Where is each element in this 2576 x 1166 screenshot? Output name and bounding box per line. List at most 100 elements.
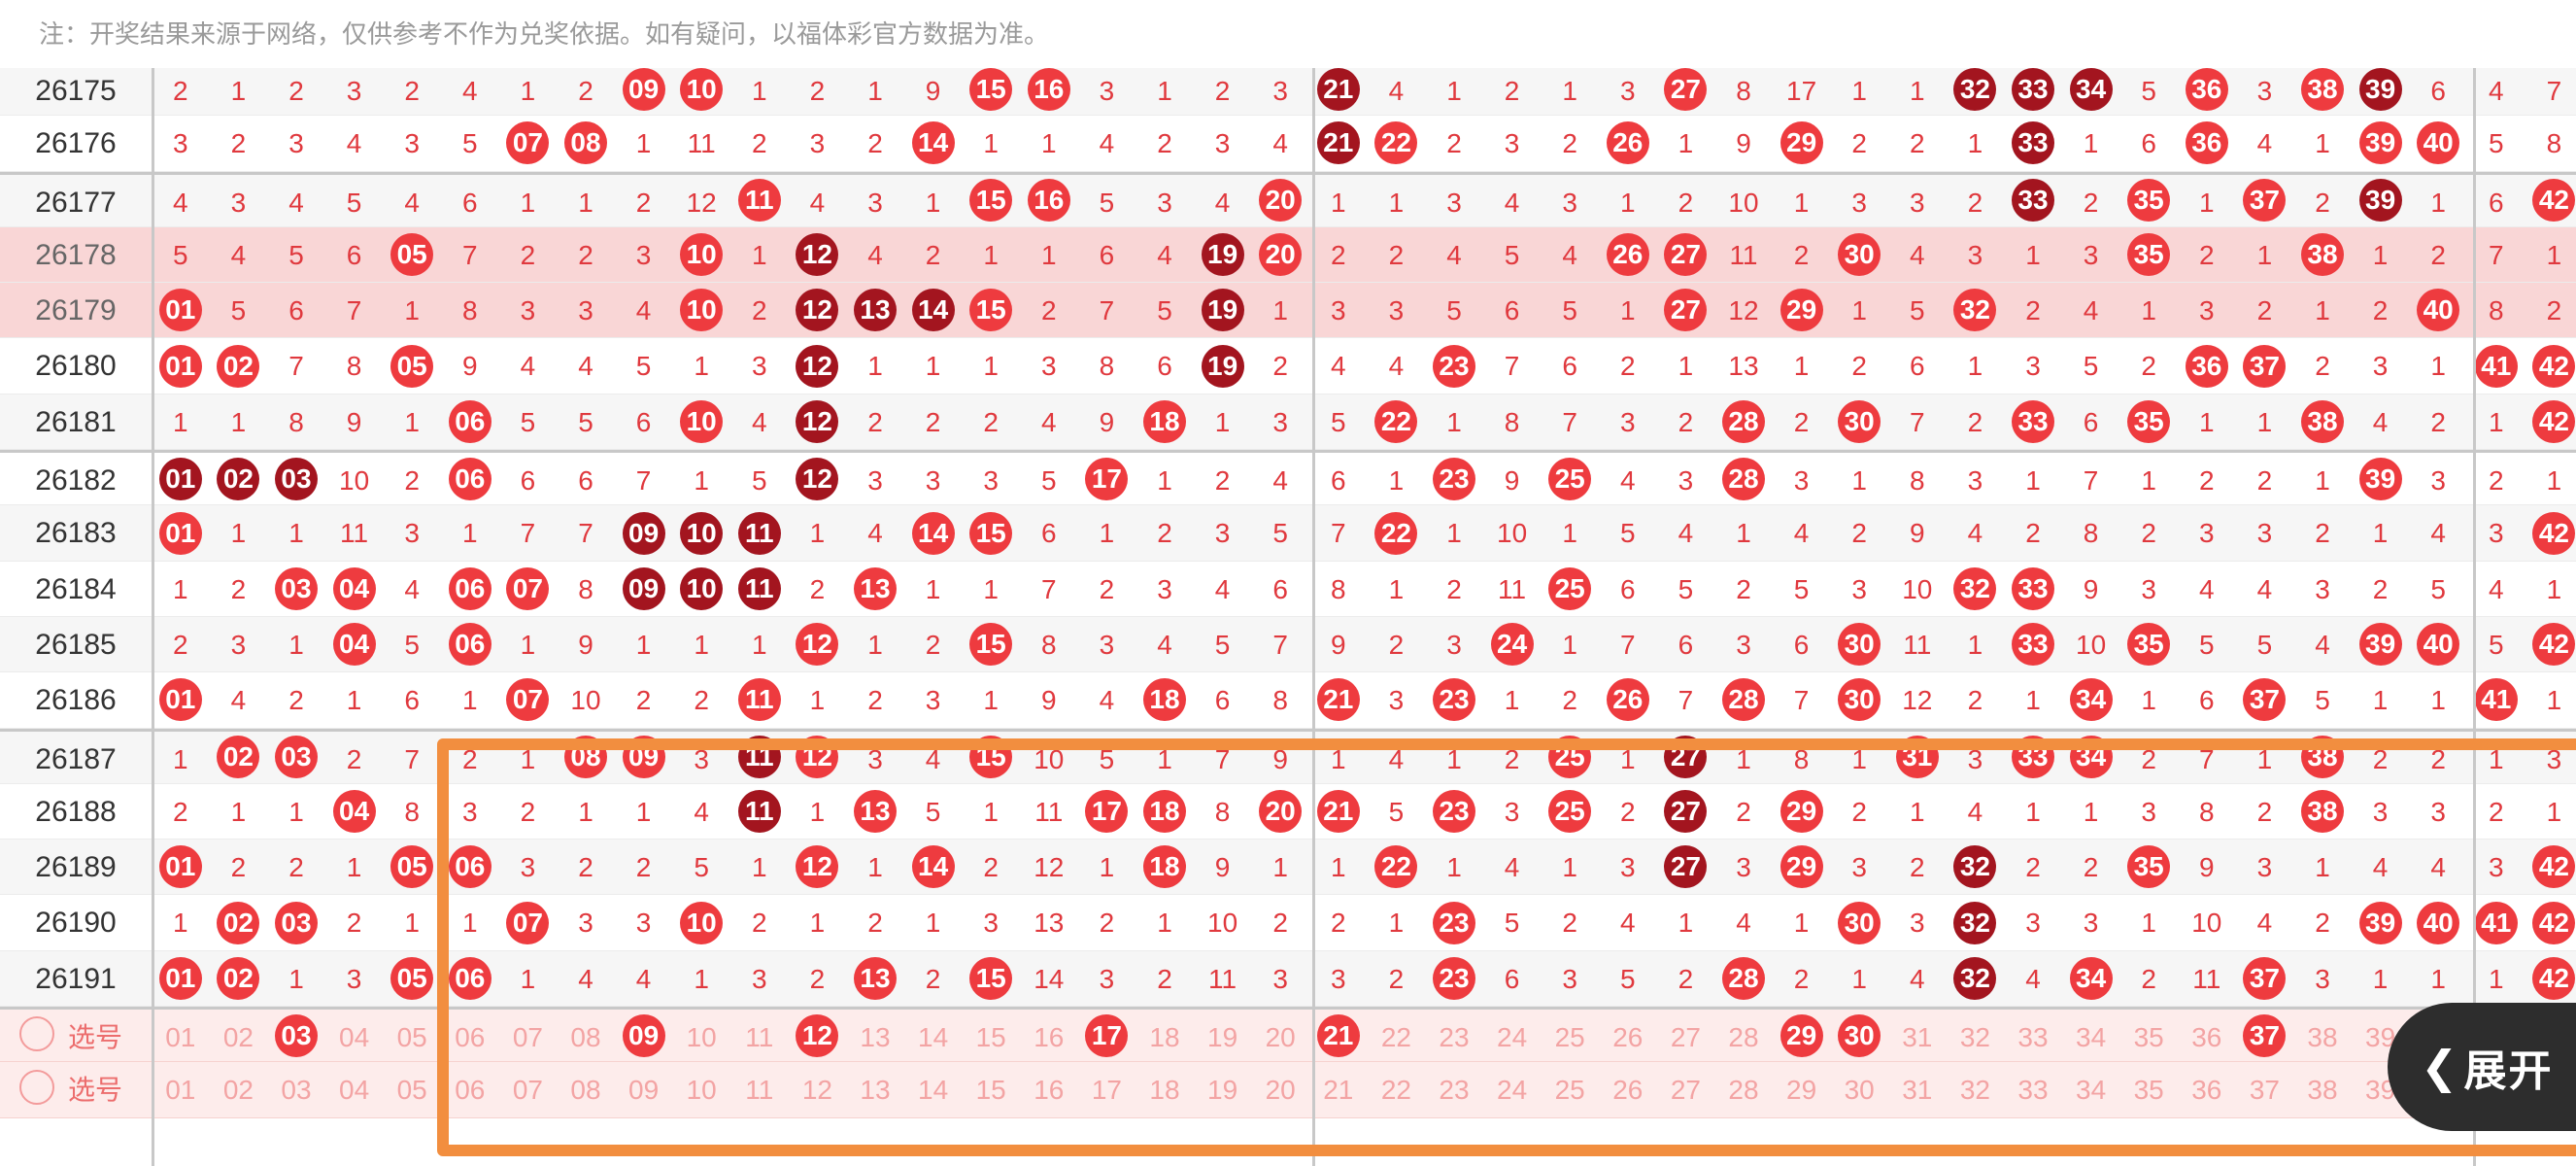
pick-number[interactable]: 12: [789, 1010, 847, 1061]
pick-number[interactable]: 26: [1612, 1022, 1644, 1053]
pick-number[interactable]: 04: [339, 1022, 370, 1053]
draw-row[interactable]: 26188 2 1 1 04 8 3 2 1 1 4 11 1 13 5 1 11 17 18 8 20 21 5 23 3 25…: [0, 784, 2576, 840]
pick-number[interactable]: 06: [455, 1075, 486, 1106]
pick-number[interactable]: 32: [1959, 1075, 1990, 1106]
pick-radio[interactable]: [19, 1015, 54, 1051]
pick-number[interactable]: 16: [1034, 1075, 1065, 1106]
pick-number[interactable]: 21: [1323, 1075, 1354, 1106]
pick-number[interactable]: 17: [1091, 1075, 1122, 1106]
pick-number[interactable]: 32: [1959, 1022, 1990, 1053]
pick-number[interactable]: 22: [1380, 1022, 1411, 1053]
pick-number[interactable]: 33: [2017, 1022, 2049, 1053]
pick-number[interactable]: 08: [570, 1075, 601, 1106]
draw-row[interactable]: 26179 01 5 6 7 1 8 3 3 4 10 2 12 13 14 15 2 7 5 19 1 3 3 5 6 5 1 27…: [0, 283, 2576, 339]
expand-button[interactable]: ❮ 展开: [2388, 1003, 2576, 1131]
pick-number[interactable]: 23: [1439, 1075, 1470, 1106]
pick-number[interactable]: 36: [2191, 1022, 2222, 1053]
pick-number[interactable]: 18: [1149, 1075, 1180, 1106]
pick-number[interactable]: 09: [628, 1075, 660, 1106]
pick-number[interactable]: 10: [686, 1022, 717, 1053]
draw-row[interactable]: 26189 01 2 2 1 05 06 3 2 2 5 1 12 1 14 2 12 1 18 9 1 1 22 1 4 1 3 2…: [0, 840, 2576, 896]
pick-number[interactable]: 08: [570, 1022, 601, 1053]
pick-number[interactable]: 07: [512, 1022, 543, 1053]
pick-number[interactable]: 35: [2133, 1075, 2164, 1106]
draw-row[interactable]: 26185 2 3 1 04 5 06 1 9 1 1 1 12 1 2 15 8 3 4 5 7 9 2 3 24 1 7 6 3 6 3…: [0, 616, 2576, 673]
pick-row[interactable]: 选号 01 02 03 04 05 06 07 08 09 10 11 12 13 14 15 16 17 18 19…: [0, 1062, 2576, 1118]
draw-row[interactable]: 26175 2 1 2 3 2 4 1 2 09 10 1 2 1 9 15 16 3 1 2 3 21 4 1 2 1 3 27 8 1…: [0, 60, 2576, 117]
draw-row[interactable]: 26178 5 4 5 6 05 7 2 2 3 10 1 12 4 2 1 1 6 4 19 20 2 2 4 5 4 26 27 1…: [0, 226, 2576, 284]
trend-table[interactable]: 26175 2 1 2 3 2 4 1 2 09 10 1 2 1 9 15 16 3 1 2 3 21 4 1 2 1 3 27 8 1…: [0, 60, 2576, 1118]
pick-number[interactable]: 31: [1902, 1075, 1933, 1106]
pick-number[interactable]: 31: [1902, 1022, 1933, 1053]
pick-number[interactable]: 21: [1309, 1010, 1368, 1061]
pick-number[interactable]: 38: [2307, 1075, 2338, 1106]
pick-number[interactable]: 16: [1034, 1022, 1065, 1053]
pick-number[interactable]: 03: [267, 1010, 325, 1061]
pick-number[interactable]: 14: [918, 1075, 949, 1106]
pick-number[interactable]: 13: [860, 1075, 891, 1106]
pick-number[interactable]: 06: [455, 1022, 486, 1053]
pick-number[interactable]: 01: [165, 1075, 196, 1106]
pick-number[interactable]: 34: [2076, 1022, 2107, 1053]
pick-number[interactable]: 23: [1439, 1022, 1470, 1053]
pick-number[interactable]: 17: [1078, 1010, 1136, 1061]
pick-radio[interactable]: [19, 1070, 54, 1106]
draw-row[interactable]: 26183 01 1 1 11 3 1 7 7 09 10 11 1 4 14 15 6 1 2 3 5 7 22 1 10 1 5…: [0, 505, 2576, 562]
pick-number[interactable]: 09: [615, 1010, 673, 1061]
pick-number[interactable]: 03: [281, 1075, 312, 1106]
draw-row[interactable]: 26191 01 02 1 3 05 06 1 4 4 1 3 2 13 2 15 14 3 2 11 3 3 2 23 6 3 5…: [0, 950, 2576, 1008]
pick-number[interactable]: 28: [1728, 1022, 1759, 1053]
pick-number[interactable]: 36: [2191, 1075, 2222, 1106]
pick-number[interactable]: 24: [1497, 1022, 1528, 1053]
pick-number[interactable]: 29: [1773, 1010, 1831, 1061]
pick-number[interactable]: 20: [1265, 1022, 1296, 1053]
pick-number[interactable]: 05: [396, 1075, 427, 1106]
draw-row[interactable]: 26182 01 02 03 10 2 06 6 6 7 1 5 12 3 3 3 5 17 1 2 4 6 1 23 9 25 4…: [0, 450, 2576, 506]
pick-number[interactable]: 30: [1844, 1075, 1875, 1106]
pick-number[interactable]: 01: [165, 1022, 196, 1053]
pick-number[interactable]: 11: [745, 1022, 774, 1053]
pick-number[interactable]: 30: [1830, 1010, 1888, 1061]
pick-number[interactable]: 15: [975, 1075, 1006, 1106]
pick-number[interactable]: 26: [1612, 1075, 1644, 1106]
draw-row[interactable]: 26190 1 02 03 2 1 1 07 3 3 10 2 1 2 1 3 13 2 1 10 2 2 1 23 5 2 4 1 4…: [0, 895, 2576, 951]
pick-number[interactable]: 15: [975, 1022, 1006, 1053]
pick-row[interactable]: 选号 01 02 03 04 05 06 07 08 09 10 11 12 13 14 15 16 17 18 19…: [0, 1007, 2576, 1063]
pick-number[interactable]: 13: [860, 1022, 891, 1053]
pick-number[interactable]: 25: [1554, 1022, 1585, 1053]
draw-row[interactable]: 26180 01 02 7 8 05 9 4 4 5 1 3 12 1 1 1 3 8 6 19 2 4 4 23 7 6 2 1 13…: [0, 338, 2576, 394]
pick-number[interactable]: 34: [2076, 1075, 2107, 1106]
pick-number[interactable]: 29: [1786, 1075, 1817, 1106]
pick-number[interactable]: 25: [1554, 1075, 1585, 1106]
pick-number[interactable]: 19: [1207, 1022, 1238, 1053]
pick-number[interactable]: 18: [1149, 1022, 1180, 1053]
pick-number[interactable]: 05: [396, 1022, 427, 1053]
pick-number[interactable]: 37: [2236, 1010, 2294, 1061]
pick-number[interactable]: 35: [2133, 1022, 2164, 1053]
pick-number[interactable]: 24: [1497, 1075, 1528, 1106]
drawn-number-ball: 13: [853, 956, 897, 1000]
pick-number[interactable]: 27: [1670, 1022, 1701, 1053]
pick-number[interactable]: 02: [222, 1022, 254, 1053]
pick-number[interactable]: 20: [1265, 1075, 1296, 1106]
pick-number[interactable]: 27: [1670, 1075, 1701, 1106]
pick-number[interactable]: 19: [1207, 1075, 1238, 1106]
draw-row[interactable]: 26187 1 02 03 2 7 2 1 08 09 3 11 12 3 4 15 10 5 1 7 9 1 4 1 2 25 1…: [0, 728, 2576, 784]
pick-number[interactable]: 11: [745, 1075, 774, 1106]
pick-number[interactable]: 37: [2249, 1075, 2280, 1106]
draw-row[interactable]: 26181 1 1 8 9 1 06 5 5 6 10 4 12 2 2 2 4 9 18 1 3 5 22 1 8 7 3 2 28 2…: [0, 394, 2576, 451]
draw-row[interactable]: 26176 3 2 3 4 3 5 07 08 1 11 2 3 2 14 1 1 4 2 3 4 21 22 2 3 2 26 1 9…: [0, 116, 2576, 172]
pick-number[interactable]: 07: [512, 1075, 543, 1106]
pick-number[interactable]: 04: [339, 1075, 370, 1106]
pick-number[interactable]: 12: [801, 1075, 832, 1106]
pick-number[interactable]: 14: [918, 1022, 949, 1053]
pick-number[interactable]: 02: [222, 1075, 254, 1106]
pick-number[interactable]: 28: [1728, 1075, 1759, 1106]
pick-number[interactable]: 33: [2017, 1075, 2049, 1106]
draw-row[interactable]: 26184 1 2 03 04 4 06 07 8 09 10 11 2 13 1 1 7 2 3 4 6 8 1 2 11 25…: [0, 562, 2576, 617]
draw-row[interactable]: 26177 4 3 4 5 4 6 1 1 2 12 11 4 3 1 15 16 5 3 4 20 1 1 3 4 3 1 2 10 1…: [0, 171, 2576, 227]
draw-row[interactable]: 26186 01 4 2 1 6 1 07 10 2 2 11 1 2 3 1 9 4 18 6 8 21 3 23 1 2 26 7…: [0, 672, 2576, 729]
pick-number[interactable]: 22: [1380, 1075, 1411, 1106]
pick-number[interactable]: 10: [686, 1075, 717, 1106]
pick-number[interactable]: 38: [2307, 1022, 2338, 1053]
